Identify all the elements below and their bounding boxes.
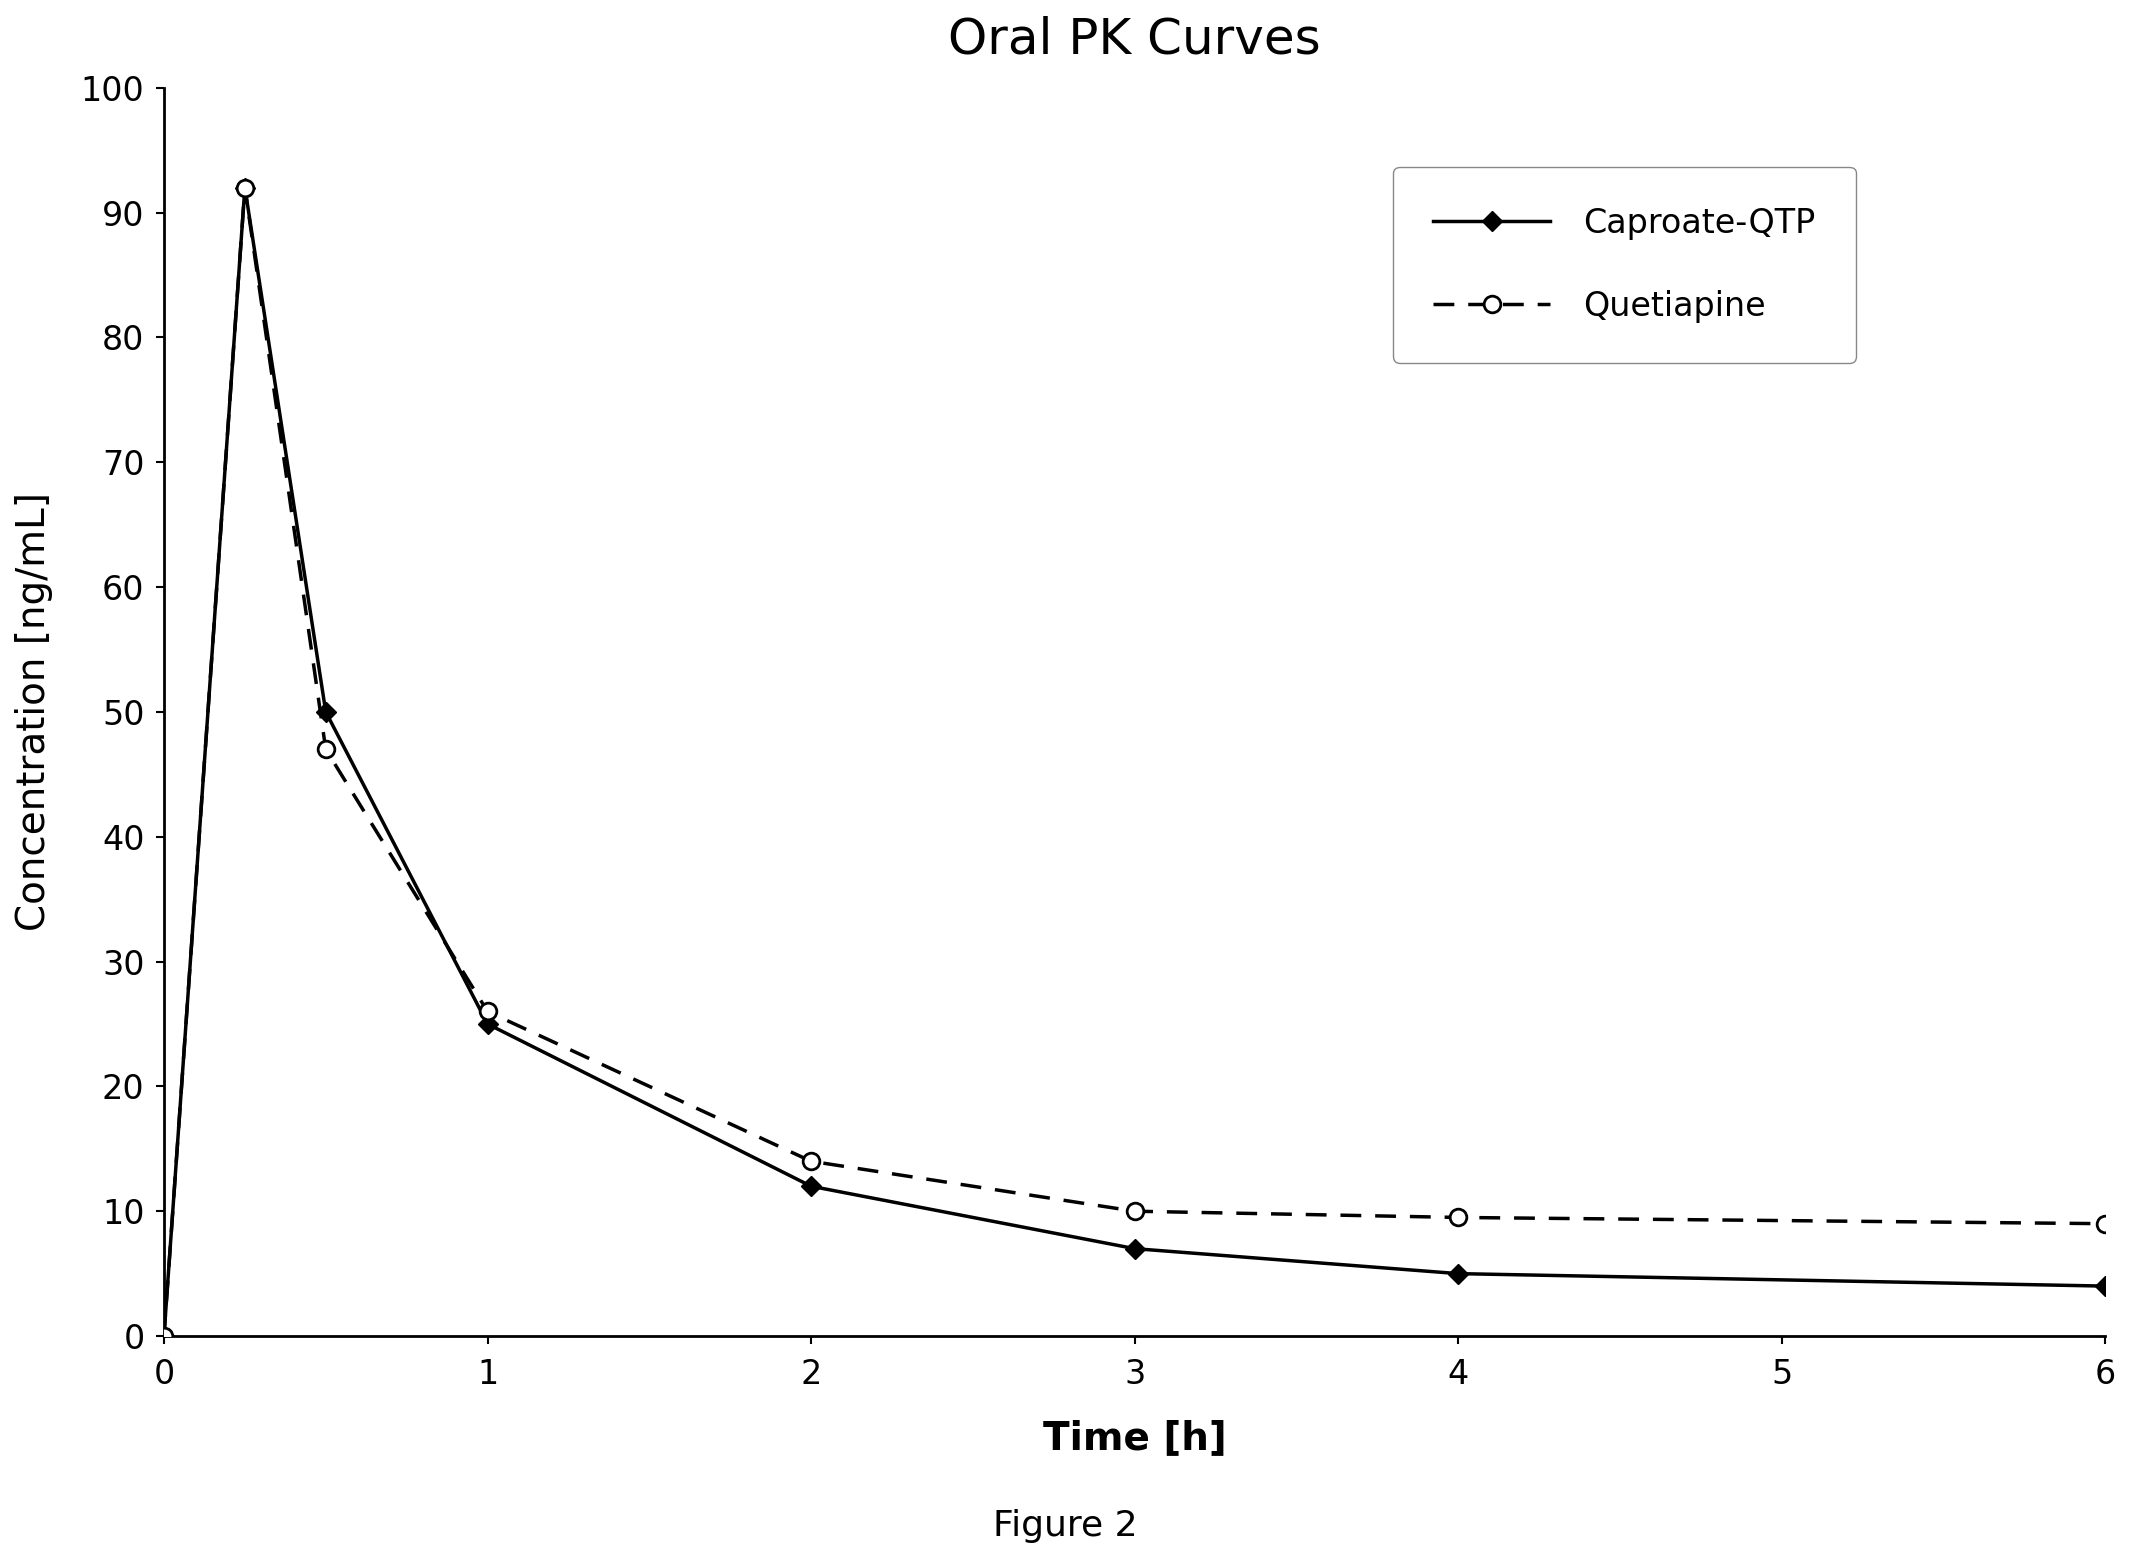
- Caproate-QTP: [2093, 1276, 2118, 1295]
- Y-axis label: Concentration [ng/mL]: Concentration [ng/mL]: [15, 492, 53, 932]
- Quetiapine: [2093, 1214, 2118, 1232]
- Line: Quetiapine: Quetiapine: [156, 179, 2114, 1344]
- Caproate-QTP: [151, 1326, 177, 1345]
- Caproate-QTP: [1121, 1239, 1146, 1257]
- Caproate-QTP: [475, 1015, 501, 1034]
- Caproate-QTP: [799, 1176, 825, 1195]
- Legend: Caproate-QTP, Quetiapine: Caproate-QTP, Quetiapine: [1394, 168, 1856, 363]
- Quetiapine: [232, 179, 258, 197]
- Title: Oral PK Curves: Oral PK Curves: [948, 16, 1321, 63]
- Caproate-QTP: [1445, 1264, 1470, 1283]
- Text: Figure 2: Figure 2: [993, 1508, 1138, 1543]
- X-axis label: Time [h]: Time [h]: [1042, 1419, 1227, 1456]
- Quetiapine: [313, 739, 339, 758]
- Caproate-QTP: [232, 179, 258, 197]
- Caproate-QTP: [313, 703, 339, 722]
- Quetiapine: [1445, 1207, 1470, 1226]
- Quetiapine: [151, 1326, 177, 1345]
- Quetiapine: [475, 1002, 501, 1021]
- Line: Caproate-QTP: Caproate-QTP: [158, 180, 2112, 1344]
- Quetiapine: [799, 1153, 825, 1171]
- Quetiapine: [1121, 1201, 1146, 1220]
